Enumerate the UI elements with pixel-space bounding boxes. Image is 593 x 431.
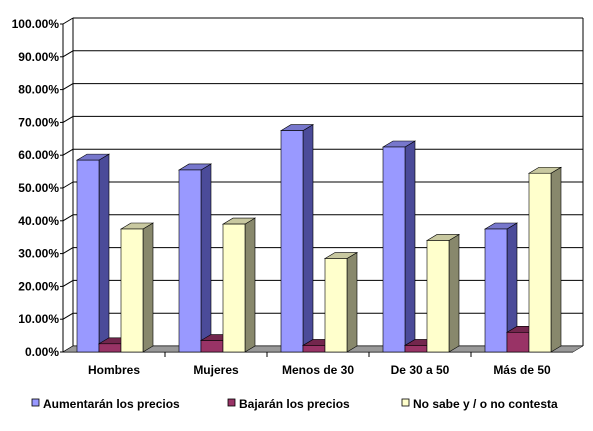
bar-side — [346, 251, 358, 353]
y-axis-ticks: 0.00% 10.00% 20.00% 30.00% 40.00% 50.00% 60.00… — [12, 17, 60, 359]
gridline-side — [62, 214, 74, 222]
bar-front — [484, 228, 508, 353]
y-tick-label: 60.00% — [18, 148, 59, 162]
x-tick-label: Hombres — [88, 363, 140, 377]
legend-label: Bajarán los precios — [239, 397, 350, 411]
legend-label: No sabe y / o no contesta — [413, 397, 558, 411]
legend-swatch — [227, 398, 236, 407]
bar-side — [404, 140, 416, 353]
y-tick-label: 0.00% — [25, 345, 59, 359]
y-tick-label: 20.00% — [18, 279, 59, 293]
bar-front — [200, 340, 224, 353]
y-tick-label: 80.00% — [18, 83, 59, 97]
bar-side — [142, 222, 154, 353]
bar — [323, 251, 359, 353]
bar-side — [550, 166, 562, 353]
bar-side — [244, 217, 256, 353]
x-tick-label: De 30 a 50 — [391, 363, 450, 377]
legend-item: Aumentarán los precios — [31, 397, 180, 411]
x-tick-label: Menos de 30 — [282, 363, 354, 377]
x-tick-label: Mujeres — [193, 363, 239, 377]
legend-swatch — [31, 398, 40, 407]
bar-front — [280, 130, 304, 353]
legend-label: Aumentarán los precios — [43, 397, 180, 411]
gridline-side — [62, 312, 74, 320]
legend: Aumentarán los precios Bajarán los precio… — [31, 397, 558, 411]
y-tick-label: 90.00% — [18, 50, 59, 64]
bar — [279, 124, 315, 353]
bar-front — [404, 345, 428, 353]
bar — [177, 163, 213, 353]
bar — [221, 217, 257, 353]
bar-front — [120, 228, 144, 353]
bar — [425, 233, 461, 353]
bar-front — [426, 240, 450, 353]
bar — [527, 166, 563, 353]
gridline-side — [62, 17, 74, 25]
gridline-side — [62, 50, 74, 58]
y-tick-label: 100.00% — [12, 17, 60, 31]
bar-front — [98, 343, 122, 353]
gridline-side — [62, 279, 74, 287]
legend-swatch — [401, 398, 410, 407]
legend-item: No sabe y / o no contesta — [401, 397, 558, 411]
legend-item: Bajarán los precios — [227, 397, 350, 411]
bar-front — [76, 159, 100, 353]
bar-front — [178, 169, 202, 353]
bar-front — [528, 172, 552, 353]
y-tick-label: 70.00% — [18, 115, 59, 129]
bar-side — [302, 124, 314, 353]
bar-front — [222, 223, 246, 353]
bar-front — [506, 332, 530, 353]
bar-side — [448, 233, 460, 353]
bars — [75, 124, 563, 353]
gridline-side — [62, 148, 74, 156]
gridline-side — [62, 181, 74, 189]
bar — [75, 153, 111, 353]
gridline-side — [62, 247, 74, 255]
gridline-side — [62, 115, 74, 123]
bar — [119, 222, 155, 353]
bar — [381, 140, 417, 353]
y-tick-label: 30.00% — [18, 247, 59, 261]
bar-side — [200, 163, 212, 353]
bar-front — [324, 258, 348, 353]
gridline-side — [62, 83, 74, 91]
bar-front — [302, 345, 326, 353]
x-tick-label: Más de 50 — [493, 363, 551, 377]
bar-side — [98, 153, 110, 353]
y-tick-label: 50.00% — [18, 181, 59, 195]
y-tick-label: 40.00% — [18, 214, 59, 228]
y-tick-label: 10.00% — [18, 312, 59, 326]
bar — [483, 222, 519, 353]
x-axis-labels: Hombres Mujeres Menos de 30 De 30 a 50 Más d… — [88, 363, 551, 377]
bar-front — [382, 146, 406, 353]
